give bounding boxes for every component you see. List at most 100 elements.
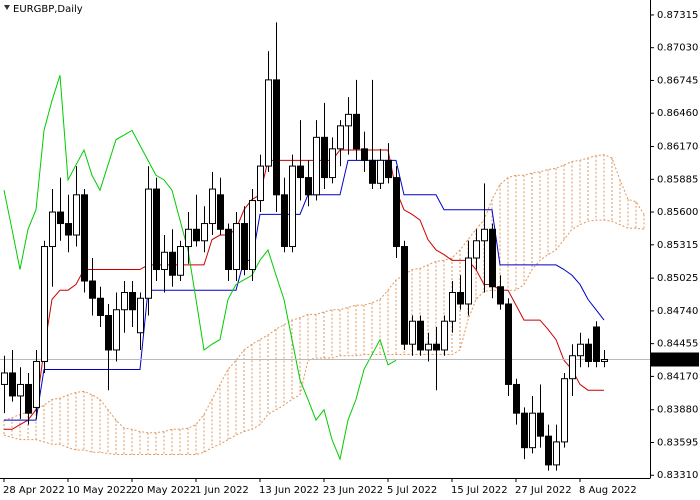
candle-body (417, 320, 424, 351)
candle-body (353, 113, 360, 150)
candle-body (545, 435, 552, 466)
candle-body (553, 441, 560, 466)
x-tick-label: 8 Aug 2022 (579, 485, 637, 496)
candle-body (297, 165, 304, 179)
candle-body (9, 372, 16, 397)
candle-body (569, 355, 576, 380)
candle-body (65, 223, 72, 236)
candle-body (177, 246, 184, 276)
candle-body (385, 159, 392, 179)
candle-body (345, 113, 352, 127)
candle-body (145, 188, 152, 299)
candle-body (473, 240, 480, 259)
candle-body (521, 412, 528, 449)
y-tick-label: 0.86170 (657, 142, 698, 153)
x-tick-label: 10 May 2022 (67, 485, 132, 496)
candle-body (233, 223, 240, 271)
x-tick-label: 15 Jul 2022 (451, 485, 508, 496)
x-tick-label: 1 Jun 2022 (195, 485, 249, 496)
candle-body (481, 228, 488, 242)
candle-body (513, 383, 520, 414)
candle-body (217, 194, 224, 230)
y-tick-label: 0.84740 (657, 306, 698, 317)
y-tick-label: 0.87315 (657, 10, 698, 21)
plot-area (0, 22, 650, 471)
title-icon (4, 5, 10, 10)
candle-body (49, 211, 56, 248)
candle-body (465, 257, 472, 305)
candle-body (537, 412, 544, 437)
cloud-span-a (3, 154, 645, 434)
x-tick-label: 27 Jul 2022 (515, 485, 572, 496)
candle-body (289, 165, 296, 248)
candle-body (33, 360, 40, 408)
candle-body (281, 194, 288, 248)
candle-body (529, 412, 536, 449)
candle-body (57, 211, 64, 225)
candle-body (249, 200, 256, 271)
y-tick-label: 0.85315 (657, 240, 698, 251)
candle-body (89, 280, 96, 299)
y-tick-label: 0.83880 (657, 405, 698, 416)
candle-body (121, 292, 128, 311)
candle-body (593, 326, 600, 362)
x-tick-label: 5 Jul 2022 (387, 485, 437, 496)
candle-body (401, 246, 408, 345)
candle-body (321, 136, 328, 179)
candle-body (41, 246, 48, 362)
candle-body (561, 378, 568, 443)
candle-body (313, 136, 320, 196)
candle-body (505, 303, 512, 385)
candle-body (449, 292, 456, 322)
y-tick-label: 0.84170 (657, 371, 698, 382)
candle-body (601, 359, 608, 362)
y-tick-label: 0.86460 (657, 108, 698, 119)
candle-body (369, 159, 376, 184)
candle-body (129, 292, 136, 311)
candle-body (209, 188, 216, 225)
x-tick-label: 13 Jun 2022 (259, 485, 319, 496)
candle-body (585, 343, 592, 362)
y-tick-label: 0.86745 (657, 75, 698, 86)
candle-body (81, 194, 88, 282)
candle-body (193, 228, 200, 242)
candle-body (17, 383, 24, 397)
candle-body (361, 148, 368, 161)
candle-body (441, 320, 448, 351)
cloud-span-b (3, 219, 645, 456)
y-tick-label: 0.87030 (657, 43, 698, 54)
candle-body (161, 251, 168, 271)
candle-body (105, 314, 112, 351)
candle-body (265, 79, 272, 167)
candle-body (257, 165, 264, 202)
indicator-line (3, 75, 397, 461)
candle-body (457, 292, 464, 305)
y-tick-label: 0.84455 (657, 339, 698, 350)
candle-body (153, 188, 160, 271)
candle-body (273, 79, 280, 196)
y-tick-label: 0.85025 (657, 273, 698, 284)
candle-body (1, 372, 8, 385)
candle-body (169, 251, 176, 276)
candle-body (185, 228, 192, 248)
candle-body (497, 286, 504, 305)
candle-body (137, 297, 144, 334)
x-tick-label: 28 Apr 2022 (3, 485, 65, 496)
candle-body (377, 159, 384, 184)
x-tick-label: 23 Jun 2022 (323, 485, 383, 496)
last-price-label: 0.84317 (655, 355, 696, 366)
candle-body (25, 383, 32, 414)
candle-body (489, 228, 496, 288)
y-tick-label: 0.83595 (657, 437, 698, 448)
candle-body (393, 177, 400, 248)
candle-body (113, 309, 120, 351)
y-tick-label: 0.83310 (657, 470, 698, 481)
y-tick-label: 0.85885 (657, 174, 698, 185)
last-price-box (651, 352, 699, 367)
candle-body (73, 194, 80, 236)
candle-body (329, 148, 336, 179)
candle-body (577, 343, 584, 357)
candle-body (97, 297, 104, 316)
